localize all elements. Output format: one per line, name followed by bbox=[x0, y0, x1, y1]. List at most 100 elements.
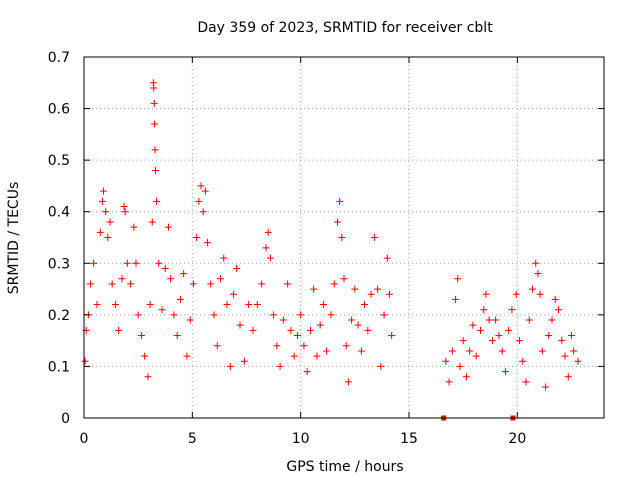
data-point bbox=[233, 264, 241, 272]
data-point bbox=[545, 331, 553, 339]
data-point bbox=[313, 352, 321, 360]
data-point bbox=[176, 295, 184, 303]
data-point bbox=[287, 326, 295, 334]
data-point bbox=[297, 311, 305, 319]
data-point bbox=[558, 337, 566, 345]
data-series bbox=[81, 79, 582, 421]
data-point bbox=[87, 280, 94, 288]
data-point bbox=[505, 326, 513, 334]
data-point bbox=[327, 311, 335, 319]
data-point bbox=[81, 357, 89, 365]
data-point bbox=[150, 84, 158, 92]
y-tick-label: 0.7 bbox=[48, 50, 70, 66]
data-point bbox=[338, 234, 346, 241]
data-point bbox=[273, 342, 281, 350]
data-point bbox=[106, 218, 114, 226]
data-point bbox=[532, 259, 540, 267]
data-point bbox=[525, 316, 533, 324]
data-point bbox=[197, 182, 205, 190]
data-point bbox=[137, 331, 145, 339]
x-tick-label: 15 bbox=[400, 431, 418, 447]
data-point bbox=[310, 285, 318, 293]
data-point bbox=[161, 264, 169, 272]
chart-title: Day 359 of 2023, SRMTID for receiver cbl… bbox=[197, 20, 493, 36]
data-point bbox=[290, 352, 298, 360]
data-point bbox=[158, 306, 166, 314]
data-point bbox=[148, 218, 156, 226]
data-point bbox=[167, 275, 175, 283]
data-point bbox=[153, 197, 161, 205]
data-point bbox=[529, 285, 536, 293]
data-point bbox=[96, 228, 104, 236]
data-point bbox=[204, 239, 211, 247]
data-point bbox=[454, 275, 462, 283]
data-point bbox=[217, 275, 224, 283]
data-point bbox=[512, 290, 520, 298]
data-point bbox=[123, 259, 131, 267]
y-tick-label: 0.3 bbox=[48, 256, 70, 272]
data-point bbox=[519, 357, 527, 365]
x-tick-label: 20 bbox=[508, 431, 526, 447]
data-point bbox=[370, 234, 378, 241]
data-point bbox=[210, 311, 218, 319]
data-point bbox=[570, 347, 578, 355]
data-point bbox=[316, 321, 324, 329]
data-point bbox=[351, 285, 359, 293]
data-point bbox=[130, 223, 138, 231]
data-point bbox=[383, 254, 391, 262]
data-point bbox=[445, 378, 453, 386]
x-tick-label: 10 bbox=[292, 431, 310, 447]
data-point bbox=[354, 321, 362, 329]
data-point bbox=[508, 306, 516, 314]
data-point bbox=[364, 326, 372, 334]
data-point bbox=[199, 208, 207, 216]
data-point bbox=[469, 321, 477, 329]
data-point bbox=[538, 347, 546, 355]
data-point bbox=[284, 280, 292, 288]
data-point bbox=[448, 347, 456, 355]
axis-ticks bbox=[83, 56, 604, 419]
data-point bbox=[306, 326, 314, 334]
data-point bbox=[330, 280, 338, 288]
data-point bbox=[452, 295, 460, 303]
data-point bbox=[568, 331, 575, 339]
data-point bbox=[498, 347, 506, 355]
data-point bbox=[253, 301, 261, 309]
y-tick-label: 0.4 bbox=[48, 205, 70, 221]
data-point bbox=[118, 275, 126, 283]
data-point bbox=[100, 187, 107, 195]
data-point bbox=[386, 290, 393, 298]
x-tick-label: 5 bbox=[188, 431, 197, 447]
data-point bbox=[151, 146, 159, 154]
data-point bbox=[230, 290, 237, 298]
data-point bbox=[223, 301, 231, 309]
data-point bbox=[193, 234, 201, 241]
data-point bbox=[456, 362, 464, 370]
data-point bbox=[108, 280, 116, 288]
data-point bbox=[361, 301, 369, 309]
data-point bbox=[340, 275, 348, 283]
data-point bbox=[542, 383, 549, 391]
data-point bbox=[270, 311, 278, 319]
data-point bbox=[548, 316, 556, 324]
data-point bbox=[186, 316, 194, 324]
data-point bbox=[357, 347, 365, 355]
data-point bbox=[236, 321, 244, 329]
data-point bbox=[459, 337, 467, 345]
data-point bbox=[555, 306, 562, 314]
data-point bbox=[266, 254, 274, 262]
data-point bbox=[201, 187, 209, 195]
data-point bbox=[492, 316, 500, 324]
data-point bbox=[207, 280, 215, 288]
data-point bbox=[249, 326, 257, 334]
data-point bbox=[115, 326, 123, 334]
data-point bbox=[334, 218, 341, 226]
data-point bbox=[380, 311, 388, 319]
data-point bbox=[534, 270, 542, 278]
data-point bbox=[127, 280, 135, 288]
y-tick-label: 0.1 bbox=[48, 359, 70, 375]
data-point bbox=[152, 166, 159, 174]
y-tick-label: 0 bbox=[61, 411, 70, 427]
